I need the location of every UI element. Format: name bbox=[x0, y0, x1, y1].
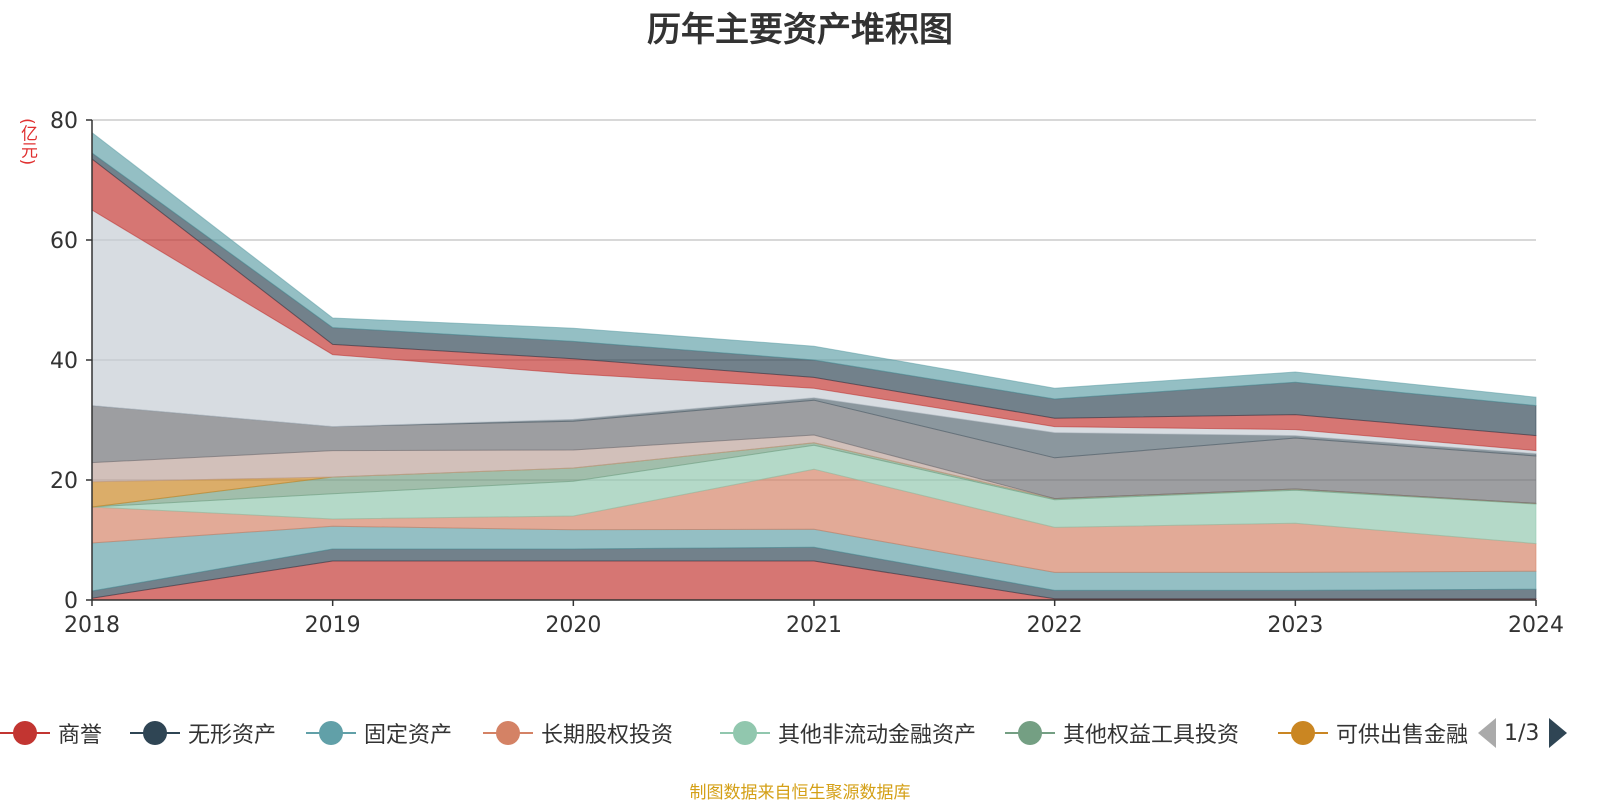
legend-label: 无形资产 bbox=[188, 723, 277, 748]
legend-marker-icon bbox=[720, 721, 770, 745]
x-tick-label: 2024 bbox=[1508, 613, 1564, 638]
y-tick-label: 80 bbox=[50, 109, 78, 134]
legend-label: 长期股权投资 bbox=[541, 723, 674, 748]
legend-pager: 1/3 bbox=[1478, 716, 1600, 750]
x-tick-label: 2018 bbox=[64, 613, 120, 638]
legend-item[interactable]: 无形资产 bbox=[130, 716, 276, 750]
legend-item[interactable]: 其他权益工具投资 bbox=[1005, 716, 1239, 750]
legend: 商誉 无形资产 固定资产 长期股权投资 其他非流动金融资产 其他权益工具投资 可供出售金融 bbox=[0, 716, 1600, 750]
legend-label: 可供出售金融 bbox=[1336, 723, 1469, 748]
x-tick-label: 2023 bbox=[1267, 613, 1323, 638]
legend-marker-icon bbox=[0, 721, 50, 745]
y-tick-label: 20 bbox=[50, 469, 78, 494]
legend-label: 其他权益工具投资 bbox=[1063, 723, 1240, 748]
legend-item[interactable]: 商誉 bbox=[0, 716, 102, 750]
x-tick-label: 2019 bbox=[305, 613, 361, 638]
legend-item[interactable]: 固定资产 bbox=[306, 716, 452, 750]
prev-page-icon[interactable] bbox=[1478, 718, 1496, 748]
chart-title: 历年主要资产堆积图 bbox=[647, 10, 953, 50]
legend-marker-icon bbox=[1005, 721, 1055, 745]
data-source-note: 制图数据来自恒生聚源数据库 bbox=[689, 783, 911, 803]
legend-page-indicator: 1/3 bbox=[1504, 720, 1540, 746]
legend-marker-icon bbox=[1278, 721, 1328, 745]
next-page-icon[interactable] bbox=[1549, 718, 1568, 748]
legend-marker-icon bbox=[130, 721, 180, 745]
legend-item[interactable]: 其他非流动金融资产 bbox=[720, 716, 976, 750]
legend-label: 商誉 bbox=[58, 723, 103, 748]
legend-marker-icon bbox=[483, 721, 533, 745]
legend-label: 固定资产 bbox=[364, 723, 453, 748]
axes: 0 20 40 60 80 2018 2019 2020 2021 2022 2023 2024 bbox=[50, 109, 1564, 638]
x-tick-label: 2022 bbox=[1027, 613, 1083, 638]
y-tick-label: 60 bbox=[50, 229, 78, 254]
legend-item[interactable]: 长期股权投资 bbox=[483, 716, 673, 750]
area-series bbox=[91, 131, 1537, 601]
legend-item[interactable]: 可供出售金融 bbox=[1278, 716, 1468, 750]
legend-marker-icon bbox=[306, 721, 356, 745]
x-tick-label: 2021 bbox=[786, 613, 842, 638]
y-tick-label: 0 bbox=[64, 589, 78, 614]
x-tick-label: 2020 bbox=[545, 613, 601, 638]
y-tick-label: 40 bbox=[50, 349, 78, 374]
legend-label: 其他非流动金融资产 bbox=[778, 723, 977, 748]
area-series-14 bbox=[91, 131, 1537, 407]
y-axis-unit-label: (亿元) bbox=[17, 118, 37, 166]
stacked-area-chart: 0 20 40 60 80 2018 2019 2020 2021 2022 2023 2024 bbox=[50, 109, 1564, 638]
